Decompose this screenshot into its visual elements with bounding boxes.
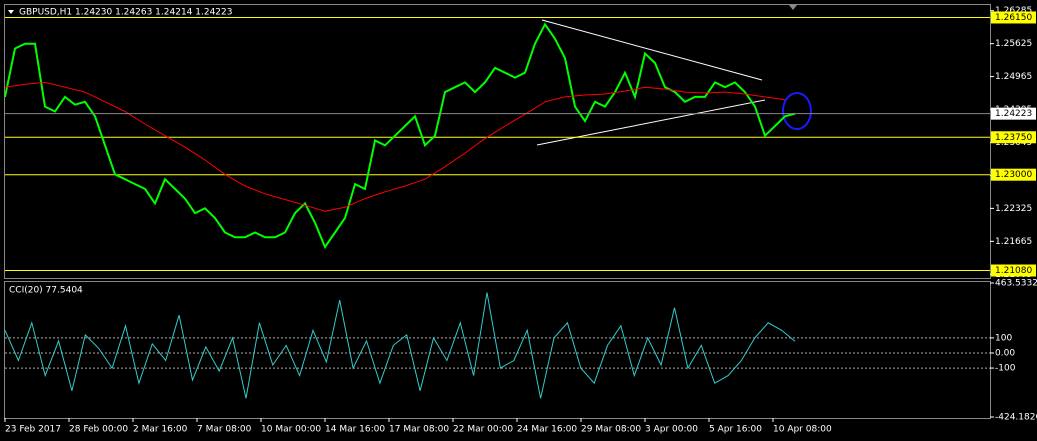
y-tick-label: -100	[995, 364, 1016, 374]
current-price-bg	[991, 107, 1036, 120]
x-tick-label: 23 Feb 2017	[5, 425, 61, 435]
y-tick-label: 1.22325	[995, 204, 1032, 214]
x-tick-label: 17 Mar 08:00	[389, 425, 449, 435]
x-tick-label: 2 Mar 16:00	[133, 425, 188, 435]
level-label-bg	[991, 264, 1036, 277]
level-label-bg	[991, 168, 1036, 181]
level-label-bg	[991, 11, 1036, 24]
highlight-ellipse	[782, 92, 812, 130]
menu-arrow	[8, 10, 14, 14]
x-tick-label: 28 Feb 00:00	[69, 425, 128, 435]
y-tick-label: -424.1826	[995, 413, 1037, 423]
series-line	[4, 292, 796, 399]
x-tick-label: 7 Mar 08:00	[197, 425, 252, 435]
current-price-label: 1.24223	[995, 109, 1032, 119]
level-label: 1.23750	[995, 133, 1032, 143]
level-label: 1.26150	[995, 13, 1032, 23]
y-tick-label: 1.26285	[995, 6, 1032, 16]
y-tick-label: 0.00	[995, 348, 1015, 358]
shift-marker	[789, 5, 797, 10]
level-label-bg	[991, 131, 1036, 144]
trendline	[536, 99, 766, 146]
x-tick-label: 29 Mar 08:00	[581, 425, 641, 435]
x-tick-label: 14 Mar 16:00	[325, 425, 385, 435]
x-tick-label: 5 Apr 16:00	[709, 425, 762, 435]
series-line	[4, 22, 796, 250]
chart-title: GBPUSD,H1 1.24230 1.24263 1.24214 1.2422…	[19, 8, 232, 18]
x-tick-label: 10 Mar 00:00	[261, 425, 321, 435]
trendline	[541, 19, 763, 81]
price-panel	[4, 4, 991, 279]
x-tick-label: 24 Mar 16:00	[517, 425, 577, 435]
cci-panel	[4, 281, 991, 419]
x-tick-label: 3 Apr 00:00	[645, 425, 698, 435]
level-label: 1.21080	[995, 266, 1032, 276]
y-tick-label: 1.21665	[995, 237, 1032, 247]
x-tick-label: 22 Mar 00:00	[453, 425, 513, 435]
y-tick-label: 1.25625	[995, 39, 1032, 49]
indicator-title: CCI(20) 77.5404	[9, 286, 83, 296]
y-tick-label: 463.5332	[995, 279, 1037, 289]
y-tick-label: 100	[995, 333, 1012, 343]
level-label: 1.23000	[995, 170, 1032, 180]
series-line	[4, 81, 786, 212]
x-tick-label: 10 Apr 08:00	[773, 425, 832, 435]
y-tick-label: 1.24965	[995, 72, 1032, 82]
